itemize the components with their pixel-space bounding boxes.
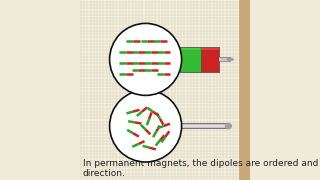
Bar — [220, 57, 230, 61]
Bar — [81, 0, 239, 180]
Bar — [181, 48, 200, 50]
Ellipse shape — [174, 118, 177, 134]
Bar — [180, 128, 228, 129]
Bar — [175, 118, 180, 134]
Bar — [201, 47, 220, 72]
Bar — [180, 123, 228, 124]
Ellipse shape — [225, 123, 232, 129]
Bar — [239, 0, 250, 180]
Circle shape — [109, 23, 182, 95]
Text: In permanent magnets, the dipoles are ordered and point in one
direction.: In permanent magnets, the dipoles are or… — [83, 159, 320, 178]
Bar — [180, 47, 201, 72]
Circle shape — [109, 90, 182, 162]
Bar — [180, 124, 228, 128]
Ellipse shape — [227, 57, 234, 61]
Bar — [180, 125, 228, 127]
Bar — [201, 48, 219, 50]
